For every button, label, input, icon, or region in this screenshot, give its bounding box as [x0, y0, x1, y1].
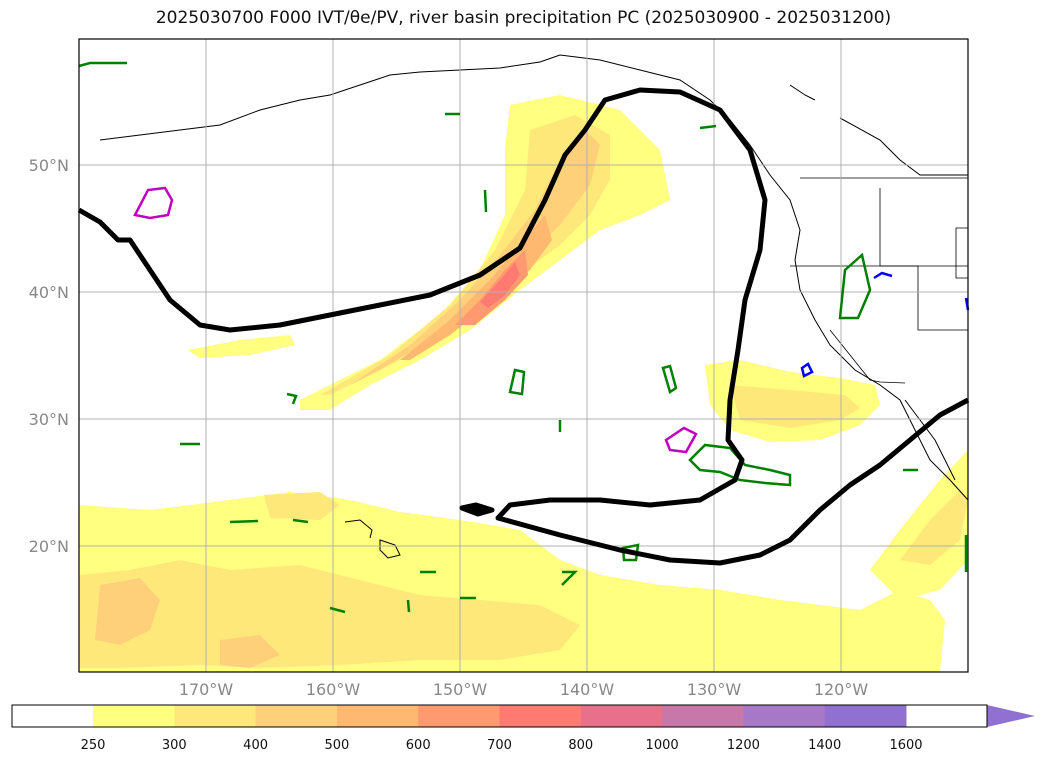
colorbar-cell — [743, 705, 826, 727]
colorbar-cell — [174, 705, 257, 727]
ivt-shading — [79, 95, 968, 672]
colorbar-cell — [255, 705, 338, 727]
colorbar-cell — [580, 705, 663, 727]
lat-label-30: 30°N — [28, 410, 69, 429]
theta-e-contours — [78, 61, 968, 614]
lat-label-40: 40°N — [28, 283, 69, 302]
pv-contours — [133, 186, 698, 454]
colorbar-cell — [499, 705, 582, 727]
borders — [790, 177, 969, 384]
colorbar-frame — [11, 704, 988, 728]
colorbar-tick-label: 1600 — [889, 738, 923, 753]
colorbar-tick-label: 1400 — [808, 738, 842, 753]
colorbar-cell — [824, 705, 907, 727]
colorbar — [11, 704, 1035, 728]
colorbar-tick-label: 1200 — [726, 738, 760, 753]
precip-contours — [800, 271, 970, 378]
gridlines — [79, 39, 968, 672]
colorbar-extend-arrow — [987, 705, 1035, 727]
colorbar-tick-label: 800 — [568, 738, 594, 753]
lon-label-160: 160°W — [305, 680, 361, 699]
lon-label-120: 120°W — [813, 680, 869, 699]
colorbar-tick-label: 1000 — [645, 738, 679, 753]
ivt-contour — [77, 87, 970, 566]
colorbar-cell — [93, 705, 175, 727]
map-frame — [78, 38, 969, 673]
lat-label-50: 50°N — [28, 156, 69, 175]
lon-label-130: 130°W — [686, 680, 742, 699]
colorbar-cell — [662, 705, 744, 727]
colorbar-tick-label: 400 — [243, 738, 269, 753]
lon-label-140: 140°W — [559, 680, 615, 699]
coastline — [99, 54, 969, 559]
colorbar-tick-label: 300 — [161, 738, 187, 753]
colorbar-tick-label: 700 — [487, 738, 512, 753]
colorbar-cell — [418, 705, 500, 727]
colorbar-cells — [12, 705, 907, 727]
colorbar-cell — [336, 705, 419, 727]
colorbar-tick-label: 500 — [324, 738, 350, 753]
lon-label-170: 170°W — [178, 680, 234, 699]
map-title: 2025030700 F000 IVT/θe/PV, river basin p… — [155, 8, 892, 28]
colorbar-tick-label: 600 — [405, 738, 431, 753]
colorbar-tick-label: 250 — [80, 738, 106, 753]
lat-label-20: 20°N — [28, 537, 69, 556]
lon-label-150: 150°W — [432, 680, 488, 699]
colorbar-cell-below — [12, 705, 93, 727]
